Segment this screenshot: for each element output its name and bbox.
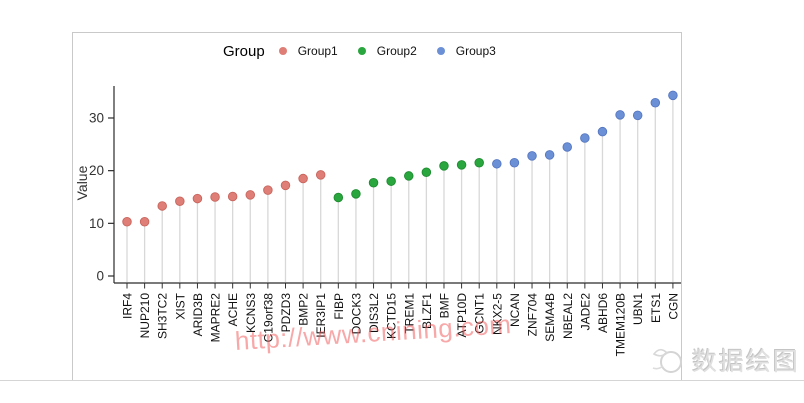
legend-label: Group2 [376, 44, 417, 58]
gene-label: IRF4 [121, 293, 135, 319]
lollipop-point [632, 110, 643, 121]
lollipop-point [368, 178, 379, 188]
lollipop-plot: IRF4 NUP210 SH3TC2 XIST ARID3B MAPRE2 ACHE KCNS… [74, 86, 681, 356]
lollipop-point [298, 173, 308, 184]
lollipop-point [544, 150, 555, 160]
gene-label: NUP210 [138, 293, 152, 339]
gene-label: ABHD6 [596, 293, 610, 333]
lollipop-point [245, 190, 256, 200]
gene-label: PDZD3 [279, 293, 293, 333]
gene-label: XIST [173, 292, 187, 319]
logo-icon [652, 348, 682, 373]
lollipop-point [192, 193, 203, 204]
y-tick-label: 0 [96, 269, 104, 284]
lollipop-point [157, 201, 167, 211]
gene-label: TREM1 [402, 293, 416, 334]
site-logo: 数据绘图 [650, 342, 800, 378]
lollipop-point [580, 133, 590, 143]
lollipop-point [509, 158, 520, 168]
legend-dot-icon [278, 47, 287, 55]
gene-label: CGN [666, 293, 680, 320]
gene-label: NBEAL2 [561, 293, 575, 339]
gene-label: IER3IP1 [314, 293, 328, 338]
gene-label: KCNS3 [244, 293, 258, 333]
lollipop-point [668, 90, 678, 101]
lollipop-point [263, 185, 273, 195]
gene-label: ARID3B [191, 293, 205, 336]
lollipop-point [315, 170, 326, 180]
gene-label: C19orf38 [261, 293, 275, 343]
logo-text: 数据绘图 [692, 348, 801, 376]
gene-label: SEMA4B [543, 293, 557, 342]
lollipop-point [527, 151, 537, 161]
y-tick-label: 20 [89, 163, 104, 178]
gene-label: TMEM120B [614, 293, 628, 356]
gene-label: NCAN [508, 293, 522, 327]
legend-item: Group2 [357, 44, 417, 58]
gene-label: KCTD15 [385, 293, 399, 339]
lollipop-point [333, 192, 344, 203]
lollipop-point [650, 97, 661, 108]
y-tick-label: 30 [89, 110, 104, 125]
legend-dot-icon [357, 47, 366, 55]
lollipop-point [210, 192, 220, 202]
legend-label: Group1 [297, 44, 338, 58]
lollipop-point [122, 216, 132, 227]
gene-label: BMF [437, 293, 451, 318]
legend-item: Group3 [436, 44, 496, 58]
lollipop-point [456, 160, 467, 170]
chart-legend: Group Group1 Group2 Group3 [223, 38, 516, 64]
lollipop-point [615, 110, 625, 120]
gene-label: UBN1 [631, 293, 645, 325]
gene-label: MAPRE2 [209, 293, 223, 343]
gene-label: ATP10D [455, 293, 469, 338]
lollipop-point [386, 176, 396, 186]
legend-label: Group3 [455, 44, 496, 58]
bottom-divider [0, 380, 804, 381]
lollipop-point [421, 167, 432, 177]
legend-dot-icon [436, 47, 445, 55]
lollipop-point [280, 180, 291, 191]
lollipop-point [597, 126, 608, 137]
gene-label: ACHE [226, 293, 240, 326]
gene-label: ZNF704 [526, 293, 540, 337]
lollipop-point [227, 191, 238, 202]
gene-label: BLZF1 [420, 293, 434, 329]
gene-label: SH3TC2 [156, 293, 170, 339]
gene-label: GCNT1 [473, 293, 487, 334]
lollipop-point [492, 159, 502, 169]
gene-label: DOCK3 [349, 293, 363, 335]
lollipop-point [351, 189, 361, 199]
chart-figure: IRF4 NUP210 SH3TC2 XIST ARID3B MAPRE2 ACHE KCNS… [72, 32, 682, 380]
y-tick-label: 10 [89, 216, 104, 231]
lollipop-point [404, 171, 414, 181]
gene-label: FIBP [332, 293, 346, 320]
lollipop-point [139, 216, 150, 227]
legend-title: Group [223, 42, 265, 60]
lollipop-point [474, 158, 484, 168]
gene-label: ETS1 [649, 293, 663, 323]
legend-item: Group1 [278, 44, 338, 58]
gene-label: NKX2-5 [490, 293, 504, 335]
gene-label: BMP2 [297, 293, 311, 326]
lollipop-point [562, 142, 573, 152]
lollipop-point [439, 161, 449, 171]
legend-items: Group1 Group2 Group3 [278, 44, 516, 58]
y-axis-label: Value [74, 165, 90, 200]
gene-label: DIS3L2 [367, 293, 381, 333]
lollipop-point [175, 196, 185, 206]
gene-label: JADE2 [578, 293, 592, 331]
